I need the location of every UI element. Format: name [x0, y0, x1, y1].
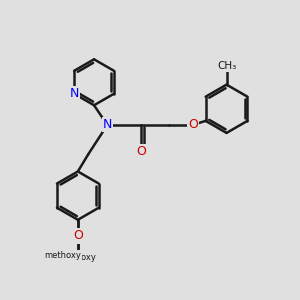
- Text: N: N: [103, 118, 112, 131]
- Text: methoxy: methoxy: [59, 253, 96, 262]
- Text: N: N: [70, 87, 79, 100]
- Text: CH₃: CH₃: [217, 61, 236, 71]
- Text: O: O: [73, 230, 83, 242]
- Text: O: O: [136, 145, 146, 158]
- Text: O: O: [188, 118, 198, 131]
- Text: methoxy: methoxy: [45, 250, 82, 260]
- Text: O: O: [73, 230, 83, 243]
